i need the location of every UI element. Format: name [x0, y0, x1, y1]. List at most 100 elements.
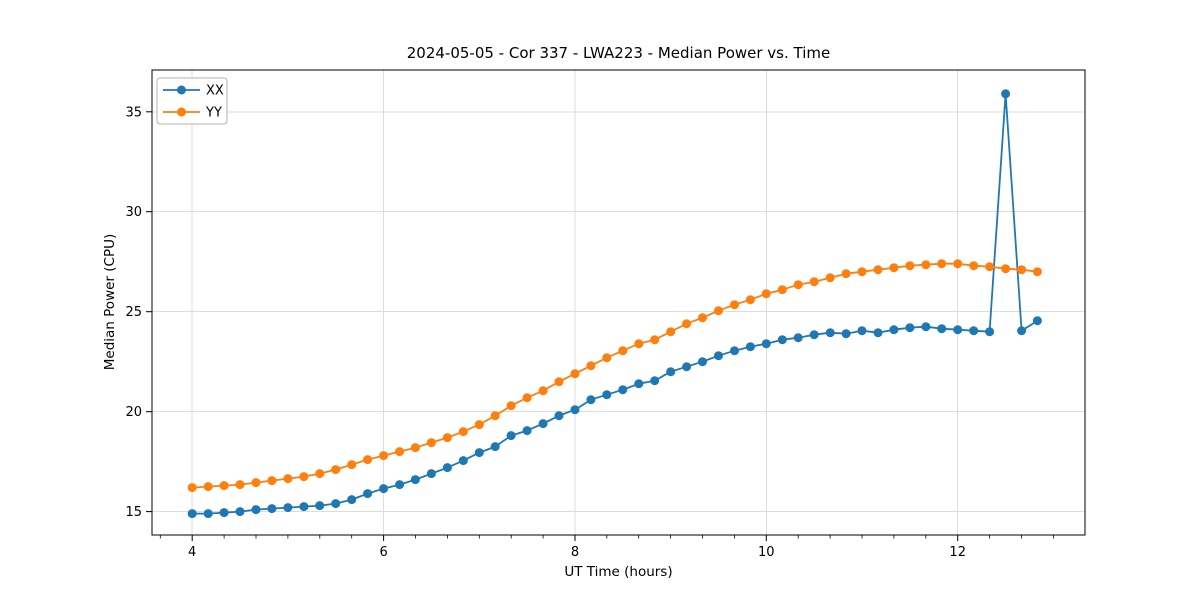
data-point-yy: [522, 393, 532, 403]
data-point-yy: [395, 447, 405, 457]
data-point-xx: [650, 376, 660, 386]
y-tick-label: 35: [125, 105, 142, 120]
data-point-xx: [666, 367, 676, 377]
data-point-xx: [841, 329, 851, 339]
data-point-xx: [203, 509, 213, 519]
data-point-xx: [905, 323, 915, 333]
data-point-xx: [634, 379, 644, 389]
data-point-yy: [873, 265, 883, 275]
data-point-xx: [809, 330, 819, 340]
data-point-yy: [618, 346, 628, 356]
data-point-yy: [570, 369, 580, 379]
data-point-xx: [825, 328, 835, 338]
data-point-yy: [825, 273, 835, 283]
data-point-xx: [1017, 326, 1027, 336]
data-point-xx: [698, 357, 707, 367]
y-axis-label: Median Power (CPU): [102, 233, 118, 371]
data-point-xx: [873, 328, 883, 338]
data-point-yy: [666, 327, 676, 337]
data-point-yy: [793, 280, 803, 290]
x-axis-label: UT Time (hours): [564, 564, 673, 580]
data-point-xx: [586, 395, 596, 405]
data-point-yy: [698, 313, 707, 323]
data-point-yy: [219, 481, 229, 491]
data-point-yy: [490, 411, 500, 421]
x-tick-label: 6: [379, 545, 387, 560]
data-point-yy: [506, 401, 516, 411]
data-point-xx: [426, 469, 436, 479]
data-point-xx: [745, 342, 755, 352]
chart-title: 2024-05-05 - Cor 337 - LWA223 - Median P…: [406, 44, 831, 62]
data-point-yy: [937, 259, 947, 269]
data-point-yy: [730, 300, 739, 310]
data-point-xx: [730, 346, 739, 356]
data-point-xx: [761, 339, 771, 349]
data-point-yy: [187, 483, 197, 493]
legend-label: XX: [206, 84, 224, 99]
data-point-xx: [331, 499, 341, 509]
data-point-xx: [714, 351, 723, 361]
legend-marker: [177, 107, 186, 117]
data-point-yy: [602, 353, 612, 363]
data-point-xx: [985, 327, 995, 337]
data-point-xx: [506, 431, 516, 441]
data-point-yy: [777, 285, 787, 295]
data-point-yy: [905, 261, 915, 271]
data-point-xx: [490, 442, 500, 452]
data-point-yy: [586, 361, 596, 371]
data-point-xx: [522, 426, 532, 436]
data-point-yy: [331, 465, 341, 475]
data-point-xx: [379, 484, 389, 494]
data-point-xx: [969, 326, 979, 336]
data-point-xx: [235, 507, 245, 517]
data-point-yy: [538, 386, 548, 396]
data-point-xx: [395, 480, 405, 490]
data-point-yy: [379, 451, 389, 461]
axes-spines: [151, 69, 1086, 536]
data-point-xx: [602, 390, 612, 400]
data-point-yy: [857, 267, 867, 277]
data-point-yy: [1001, 264, 1011, 274]
data-point-yy: [953, 259, 963, 269]
y-tick-label: 25: [125, 305, 142, 320]
data-point-yy: [315, 469, 325, 479]
data-point-yy: [809, 277, 819, 287]
data-point-xx: [618, 385, 628, 395]
data-point-xx: [458, 456, 468, 466]
data-point-yy: [841, 269, 851, 279]
data-point-xx: [953, 325, 963, 335]
data-point-yy: [410, 443, 420, 453]
data-point-xx: [474, 448, 484, 458]
data-point-yy: [682, 319, 692, 329]
data-point-yy: [267, 476, 277, 486]
data-point-xx: [793, 333, 803, 343]
data-point-xx: [187, 509, 197, 519]
data-point-yy: [363, 455, 373, 465]
data-point-xx: [889, 325, 899, 335]
data-point-yy: [283, 474, 293, 484]
data-point-yy: [299, 472, 309, 482]
x-tick-label: 8: [571, 545, 579, 560]
data-point-yy: [347, 460, 357, 470]
data-point-xx: [267, 504, 277, 514]
data-point-yy: [442, 433, 452, 443]
data-point-xx: [1032, 316, 1042, 326]
legend-marker: [177, 85, 186, 95]
legend-label: YY: [205, 106, 222, 121]
data-point-yy: [251, 478, 261, 488]
data-point-yy: [1032, 267, 1042, 277]
data-point-yy: [714, 306, 723, 316]
data-point-yy: [761, 289, 771, 299]
data-point-xx: [570, 405, 580, 415]
data-point-xx: [347, 495, 357, 505]
data-point-yy: [745, 295, 755, 305]
data-point-yy: [458, 427, 468, 437]
y-tick-label: 15: [125, 505, 142, 520]
data-point-xx: [777, 335, 787, 345]
data-point-xx: [410, 475, 420, 485]
data-point-xx: [283, 503, 293, 513]
data-point-xx: [538, 419, 548, 429]
data-point-yy: [554, 377, 564, 387]
